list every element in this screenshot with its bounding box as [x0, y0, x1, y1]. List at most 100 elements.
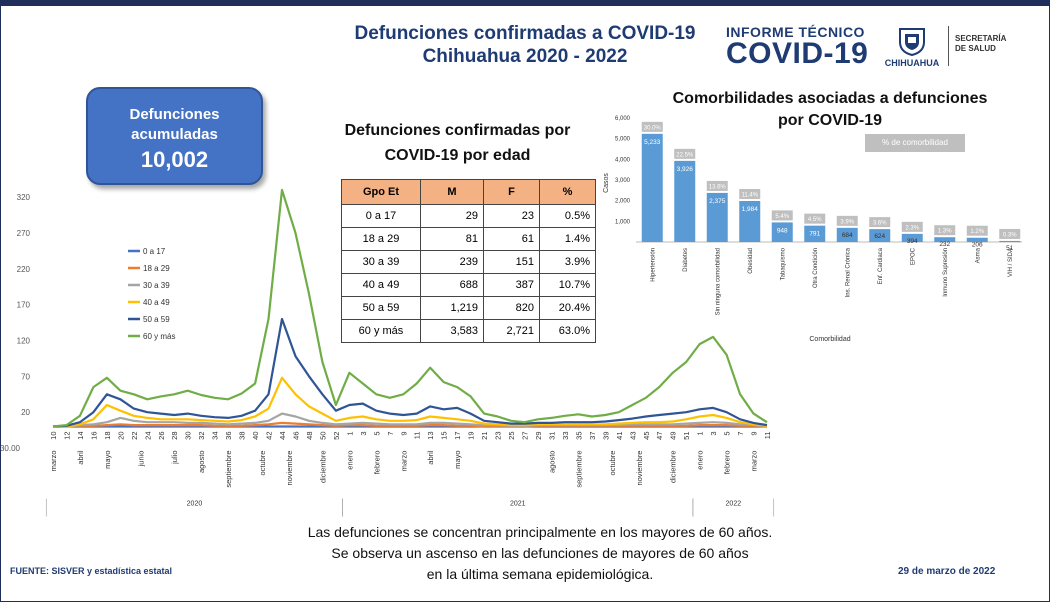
legend-label: 18 a 29	[143, 264, 170, 273]
week-tick-label: 17	[453, 432, 462, 440]
week-tick-label: 38	[238, 432, 247, 440]
legend-label: 30 a 39	[143, 281, 170, 290]
comorbidity-title: Comorbilidades asociadas a defunciones p…	[660, 88, 1000, 132]
percent-label: 30.0%	[644, 125, 662, 131]
percent-label: 1.2%	[970, 229, 984, 235]
y-tick-label: 2,000	[615, 199, 631, 205]
month-label: marzo	[399, 451, 408, 472]
week-tick-label: 31	[547, 432, 556, 440]
legend-label: 60 y más	[143, 332, 175, 341]
bar	[836, 227, 858, 242]
note-line-3: en la última semana epidemiológica.	[426, 566, 654, 582]
percent-label-box	[804, 213, 826, 224]
accumulated-label: Defunciones acumuladas	[88, 105, 261, 145]
percent-label: 13.6%	[709, 184, 727, 190]
value-label: 948	[777, 227, 788, 234]
week-tick-label: 12	[62, 432, 71, 440]
week-tick-label: 25	[507, 432, 516, 440]
month-label: mayo	[453, 451, 462, 469]
week-tick-label: 44	[278, 432, 287, 440]
series-line	[52, 188, 768, 428]
percent-label: 22.5%	[676, 152, 694, 158]
percent-label-box	[674, 148, 696, 159]
series-line	[53, 412, 768, 428]
y-tick-label: 120	[17, 337, 31, 346]
chihuahua-seal: CHIHUAHUA	[884, 26, 940, 68]
table-row: 60 y más 3,583 2,721 63.0%	[341, 319, 596, 343]
brand-line-1: INFORME TÉCNICO	[726, 24, 865, 40]
percent-label: 3.9%	[840, 219, 854, 225]
week-tick-label: 9	[399, 432, 408, 436]
month-label: julio	[170, 451, 179, 465]
month-label: junio	[137, 451, 146, 468]
week-tick-label: 20	[116, 432, 125, 440]
week-tick-label: 28	[170, 432, 179, 440]
week-tick-label: 33	[561, 432, 570, 440]
week-tick-label: 24	[143, 432, 152, 440]
bar	[999, 240, 1021, 242]
age-table-header: M	[420, 179, 484, 205]
table-cell: 23	[483, 204, 540, 228]
table-row: 40 a 49 688 387 10.7%	[341, 273, 596, 297]
week-tick-label: 48	[305, 432, 314, 440]
category-label: Obesidad	[748, 248, 754, 274]
y-tick-label: 320	[17, 193, 31, 202]
table-cell: 63.0%	[539, 319, 596, 343]
x-axis-label: Comorbilidad	[809, 336, 850, 343]
week-tick-label: 21	[480, 432, 489, 440]
y-tick-label: -30.00	[0, 444, 21, 453]
week-tick-label: 51	[682, 432, 691, 440]
value-label: 624	[874, 233, 885, 240]
age-title-line-2: COVID-19 por edad	[384, 147, 531, 164]
page-title: Defunciones confirmadas a COVID-19 Chihu…	[330, 22, 720, 68]
month-label: noviembre	[635, 451, 644, 486]
category-label: Enf. Cardiaca	[878, 247, 884, 284]
week-tick-label: 43	[628, 432, 637, 440]
brand-line-2: COVID-19	[726, 37, 869, 70]
value-label: 2,375	[709, 198, 726, 205]
week-tick-label: 45	[642, 432, 651, 440]
week-tick-label: 11	[413, 432, 422, 440]
value-label: 232	[939, 241, 950, 248]
week-tick-label: 3	[359, 432, 368, 436]
month-label: febrero	[723, 451, 732, 475]
week-tick-label: 7	[386, 432, 395, 436]
table-cell: 151	[483, 250, 540, 274]
table-cell: 2,721	[483, 319, 540, 343]
bar	[674, 160, 696, 242]
secretaria-line-1: SECRETARÍA	[955, 34, 1007, 43]
category-label: Ins. Renal Crónica	[845, 247, 851, 297]
percent-label-box	[966, 225, 988, 236]
percent-label-box	[771, 210, 793, 221]
bar	[966, 237, 988, 242]
y-tick-label: 220	[17, 265, 31, 274]
month-label: marzo	[49, 451, 58, 472]
table-row: 50 a 59 1,219 820 20.4%	[341, 296, 596, 320]
table-cell: 3.9%	[539, 250, 596, 274]
brand-logo: INFORME TÉCNICO COVID-19	[726, 24, 869, 70]
table-cell: 10.7%	[539, 273, 596, 297]
table-cell: 18 a 29	[341, 227, 421, 251]
percent-label: 4.5%	[808, 217, 822, 223]
accumulated-value: 10,002	[140, 147, 209, 172]
percent-label-box	[901, 221, 923, 232]
month-label: noviembre	[285, 451, 294, 486]
percent-label: 11.4%	[741, 192, 758, 198]
accumulated-label-line-2: acumuladas	[131, 126, 218, 143]
report-date: 29 de marzo de 2022	[898, 566, 996, 577]
bar	[739, 200, 761, 242]
year-label: 2020	[187, 501, 203, 508]
week-tick-label: 47	[655, 432, 664, 440]
age-table-header: F	[483, 179, 540, 205]
week-tick-label: 42	[265, 432, 274, 440]
category-label: Otra Condición	[813, 248, 819, 288]
week-tick-label: 41	[615, 432, 624, 440]
table-cell: 20.4%	[539, 296, 596, 320]
age-table-header: Gpo Et	[341, 179, 421, 205]
month-label: abril	[426, 450, 435, 465]
value-label: 684	[842, 232, 853, 239]
y-tick-label: 5,000	[615, 137, 631, 143]
percent-label-box	[934, 225, 956, 236]
legend-label: 50 a 59	[143, 315, 170, 324]
value-label: 206	[972, 242, 983, 249]
